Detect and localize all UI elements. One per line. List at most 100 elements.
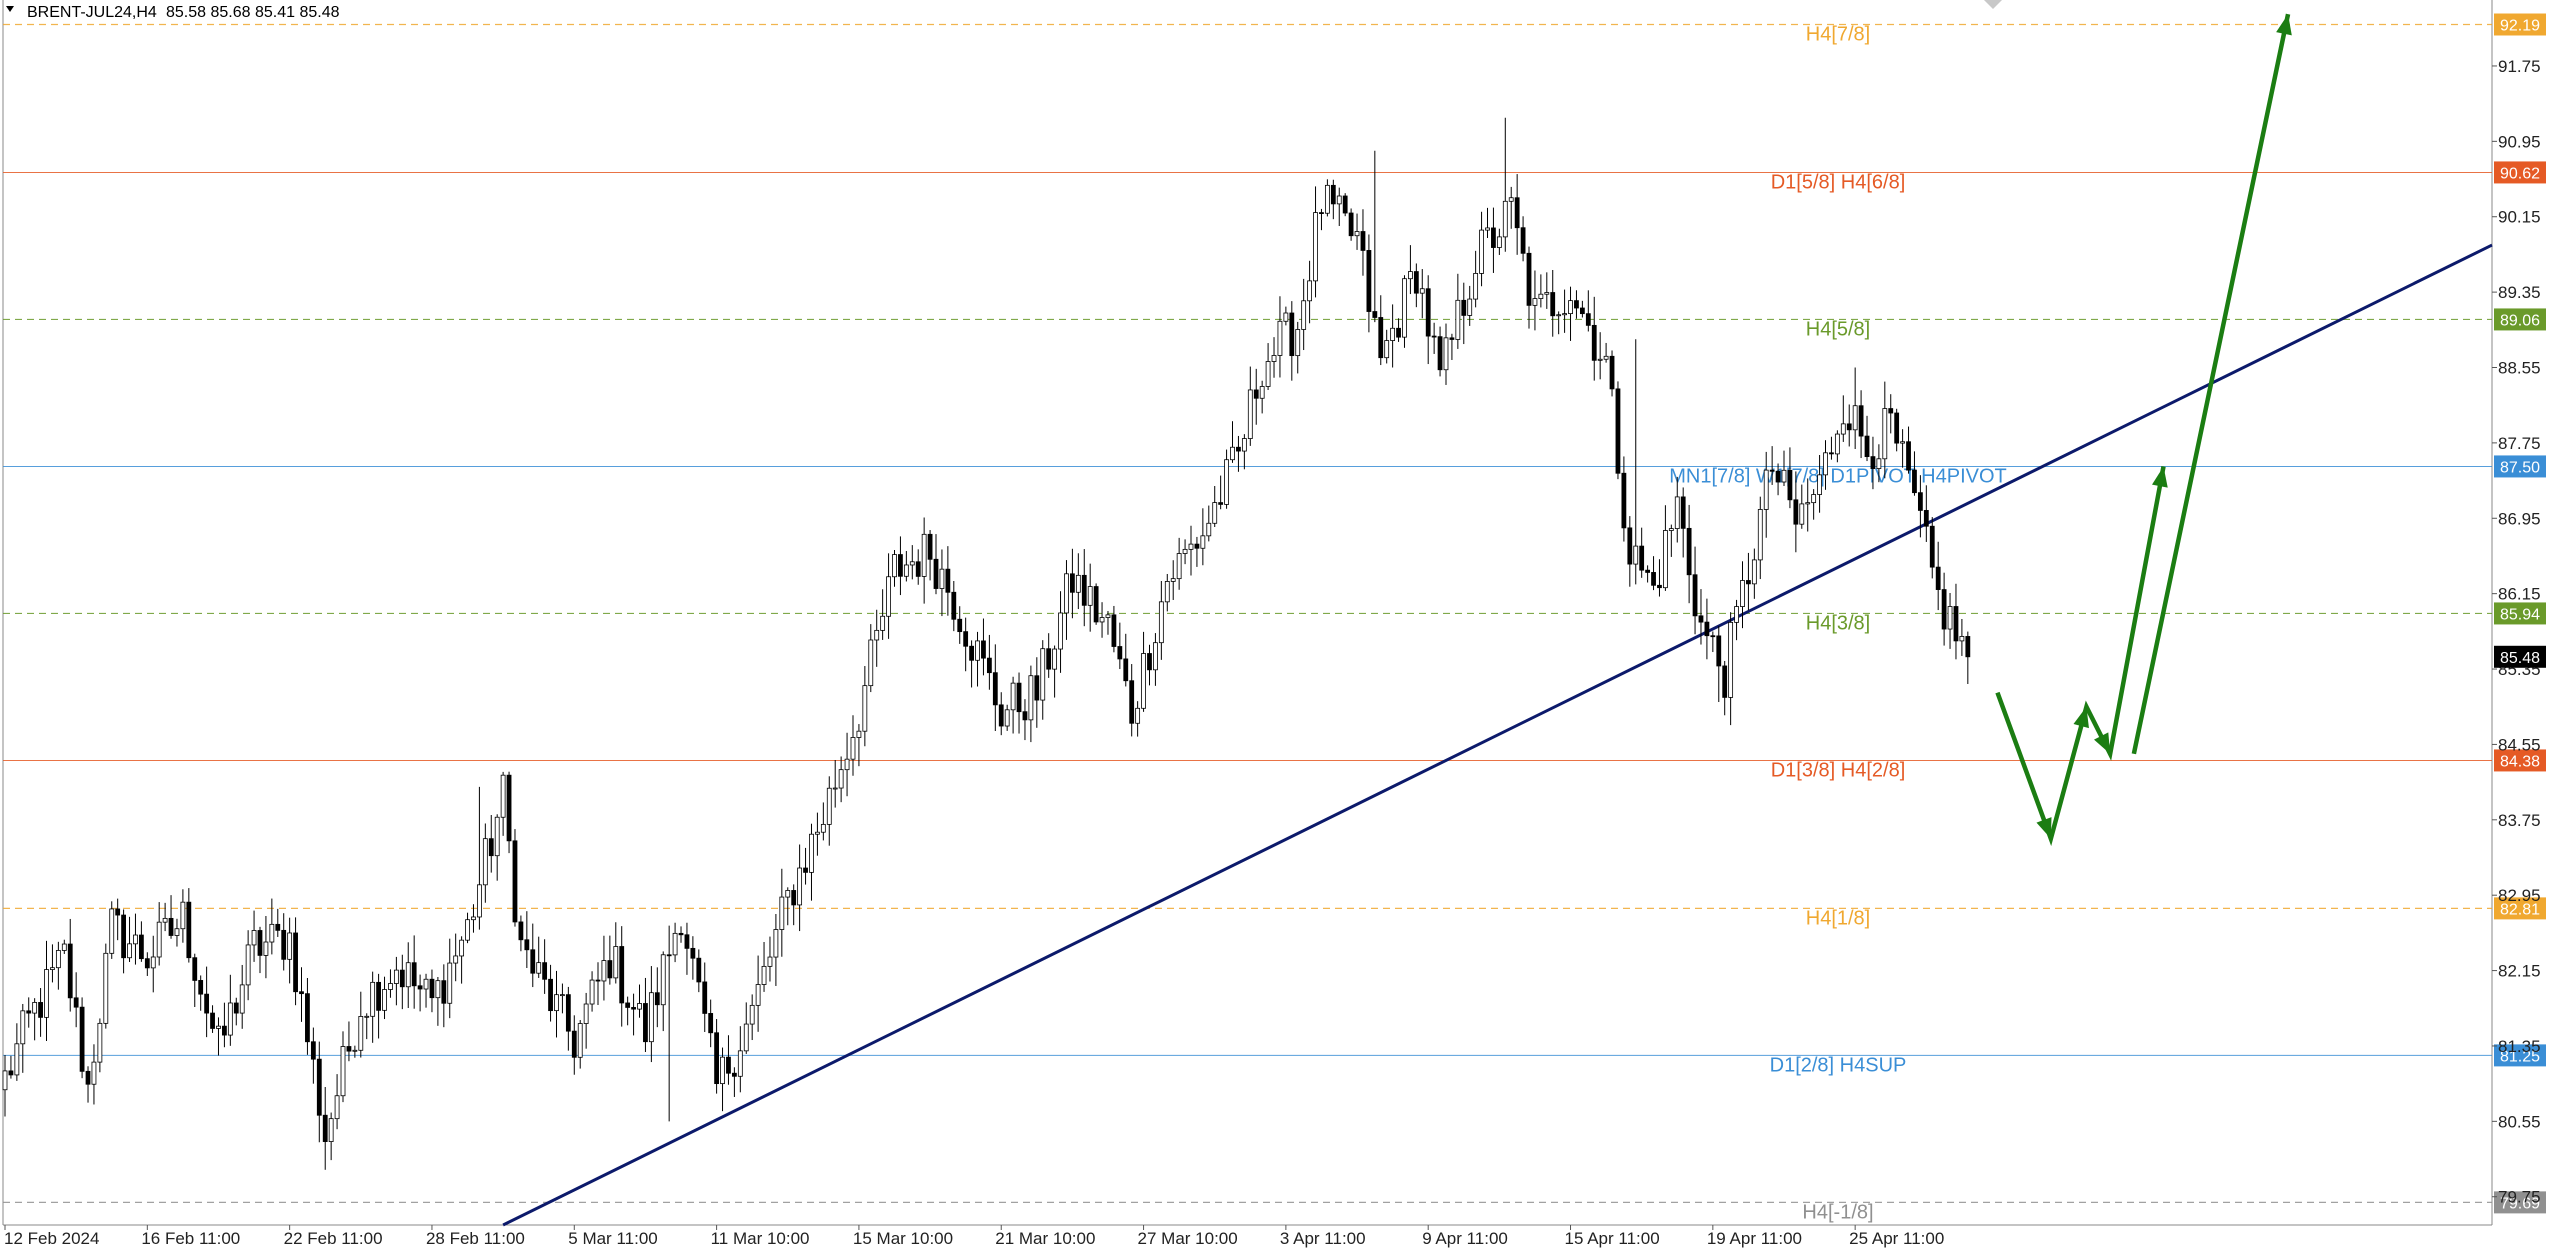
level-price-tag	[2494, 161, 2546, 184]
candle-body	[1603, 355, 1609, 360]
candle-body	[998, 704, 1004, 727]
candle-body	[613, 946, 619, 979]
candle-body	[1817, 474, 1822, 495]
candle-body	[1170, 578, 1176, 582]
candle-body	[55, 950, 61, 969]
candle-body	[868, 639, 874, 687]
candle-body	[1449, 337, 1455, 340]
candle-body	[1087, 586, 1093, 606]
scroll-marker-icon[interactable]	[1984, 0, 2002, 9]
candle-body	[2, 1070, 8, 1091]
candle-body	[1746, 580, 1751, 585]
candle-body	[1455, 299, 1461, 340]
candle-body	[1212, 502, 1218, 524]
candle-body	[1402, 278, 1407, 338]
candle-body	[38, 1002, 43, 1018]
candle-body	[708, 1013, 714, 1034]
candle-body	[1099, 617, 1105, 623]
level-price-tag	[2494, 13, 2546, 36]
candle-body	[1301, 300, 1307, 330]
chart-header: BRENT-JUL24,H4 85.58 85.68 85.41 85.48	[6, 4, 340, 21]
candle-body	[898, 554, 903, 577]
candle-body	[1698, 615, 1704, 623]
candle-body	[1508, 197, 1514, 202]
level-price-tag	[2494, 308, 2546, 331]
candle-body	[144, 958, 150, 969]
x-tick-label: 19 Apr 11:00	[1707, 1229, 1802, 1248]
candle-body	[986, 657, 992, 674]
candle-body	[1550, 292, 1556, 317]
candle-body	[690, 947, 696, 959]
arrow-head-icon	[2073, 706, 2089, 729]
candle-body	[79, 1006, 85, 1072]
candle-body	[1164, 581, 1170, 603]
candle-body	[388, 983, 393, 990]
y-tick-label: 87.75	[2498, 434, 2541, 453]
candle-body	[666, 954, 672, 957]
candle-body	[1526, 252, 1532, 306]
candle-body	[364, 1015, 370, 1018]
candle-body	[820, 823, 826, 833]
candle-body	[328, 1118, 334, 1142]
candle-body	[1336, 195, 1342, 205]
candle-body	[1585, 313, 1591, 326]
candle-body	[1787, 469, 1793, 501]
candle-body	[1028, 675, 1034, 721]
candle-body	[909, 561, 915, 566]
candle-body	[1799, 503, 1805, 525]
candle-body	[1147, 653, 1152, 671]
forecast-path-2	[2131, 13, 2291, 755]
candle-body	[797, 867, 803, 906]
candle-body	[1413, 271, 1419, 294]
candle-body	[726, 1056, 731, 1074]
level-price-label: 90.62	[2500, 165, 2540, 182]
candle-body	[1307, 280, 1312, 302]
x-tick-label: 28 Feb 11:00	[426, 1229, 525, 1248]
candle-body	[310, 1041, 316, 1060]
candle-body	[1556, 314, 1562, 317]
dropdown-triangle-icon[interactable]	[6, 6, 14, 12]
candle-body	[648, 992, 654, 1043]
candle-body	[1040, 648, 1046, 701]
candle-body	[186, 901, 192, 959]
candle-body	[601, 960, 607, 982]
candle-body	[506, 774, 512, 842]
candle-body	[1324, 184, 1330, 214]
candle-body	[453, 955, 459, 964]
candle-body	[1378, 317, 1384, 359]
candle-body	[1965, 636, 1971, 658]
candle-body	[109, 908, 115, 954]
candle-body	[1354, 231, 1360, 237]
candle-body	[755, 984, 761, 1006]
candle-body	[1075, 574, 1081, 593]
candle-body	[180, 901, 186, 930]
arrow-head-icon	[2276, 14, 2292, 36]
level-price-label: 92.19	[2500, 18, 2540, 35]
candle-body	[1917, 492, 1923, 511]
y-tick-label: 84.55	[2498, 735, 2541, 754]
candle-body	[50, 967, 55, 970]
candle-body	[1384, 340, 1390, 359]
candle-body	[1176, 553, 1182, 580]
candle-body	[1906, 441, 1911, 471]
level-price-label: 89.06	[2500, 312, 2540, 329]
candle-body	[1882, 408, 1888, 460]
level-label: H4[3/8]	[1806, 612, 1870, 634]
candle-body	[26, 1010, 32, 1014]
candle-body	[1923, 510, 1929, 527]
y-tick-label: 91.75	[2498, 57, 2541, 76]
candle-body	[281, 929, 287, 960]
candle-body	[1443, 337, 1449, 371]
candle-body	[263, 941, 269, 956]
level-label: H4[5/8]	[1806, 318, 1870, 340]
candle-body	[880, 615, 886, 631]
candle-body	[61, 943, 67, 951]
trendline[interactable]	[502, 243, 2493, 1227]
forecast-arrows	[1995, 13, 2292, 847]
candle-body	[1485, 227, 1490, 231]
candle-body	[1081, 574, 1087, 606]
candle-body	[1852, 405, 1858, 431]
candle-body	[536, 962, 542, 974]
